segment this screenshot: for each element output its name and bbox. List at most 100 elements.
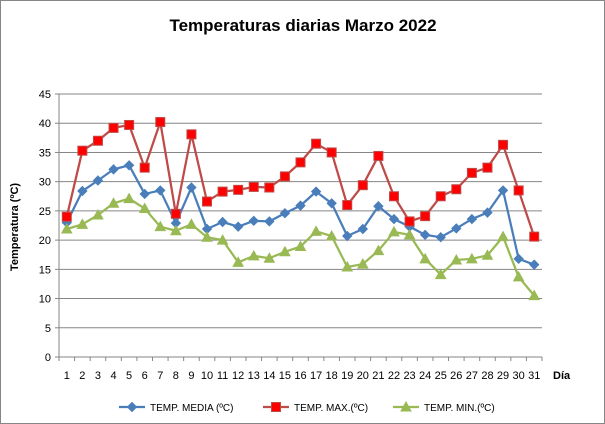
legend-item: TEMP. MIN.(ºC) [393, 400, 495, 414]
legend-label: TEMP. MEDIA (ºC) [150, 403, 233, 414]
data-point [513, 185, 524, 196]
x-tick-label: 17 [310, 370, 322, 382]
data-point [264, 216, 275, 227]
data-point [92, 175, 104, 186]
data-point [497, 230, 509, 242]
x-tick-label: 26 [450, 370, 462, 382]
data-point [217, 186, 228, 197]
data-point [357, 180, 368, 191]
data-point [123, 160, 135, 171]
data-point [342, 230, 353, 242]
series-2 [61, 117, 540, 242]
data-point [279, 171, 290, 182]
data-point [372, 244, 385, 256]
data-point [248, 181, 259, 192]
data-point [279, 208, 291, 219]
data-point [279, 245, 291, 257]
x-tick-label: 1 [64, 370, 70, 382]
x-tick-label: 18 [326, 370, 338, 382]
y-tick-label: 45 [39, 89, 51, 101]
x-tick-label: 28 [481, 370, 493, 382]
data-point [482, 162, 493, 173]
data-point [154, 220, 167, 232]
data-point [107, 197, 120, 208]
legend-item: TEMP. MAX.(ºC) [263, 402, 368, 414]
data-point [77, 145, 88, 156]
x-tick-label: 5 [126, 370, 132, 382]
data-point [419, 229, 431, 241]
y-tick-label: 25 [39, 206, 51, 218]
chart-title: Temperaturas diarias Marzo 2022 [169, 16, 436, 35]
data-point [529, 259, 540, 270]
x-tick-label: 19 [341, 370, 353, 382]
data-point [295, 200, 306, 211]
data-point [217, 216, 228, 228]
data-point [482, 207, 493, 218]
data-point [403, 228, 416, 240]
data-point [451, 223, 462, 234]
data-point [232, 256, 245, 267]
x-tick-label: 13 [248, 370, 260, 382]
data-point [155, 117, 166, 128]
data-point [435, 191, 446, 202]
data-point [155, 185, 166, 196]
y-tick-label: 0 [45, 352, 51, 364]
x-tick-label: 6 [142, 370, 148, 382]
data-point [388, 213, 400, 225]
data-point [373, 150, 384, 161]
data-point [263, 252, 276, 263]
data-point [420, 211, 431, 222]
data-point [108, 122, 119, 133]
data-point [139, 188, 150, 200]
legend-marker [271, 402, 281, 412]
data-point [185, 218, 198, 229]
data-point [498, 139, 509, 150]
data-point [232, 221, 244, 232]
data-point [388, 191, 399, 202]
x-tick-label: 3 [95, 370, 101, 382]
data-point [76, 218, 89, 229]
data-point [341, 260, 354, 272]
data-point [216, 234, 229, 245]
x-tick-label: 25 [435, 370, 447, 382]
x-tick-label: 23 [403, 370, 415, 382]
data-point [108, 164, 119, 175]
data-point [342, 200, 353, 211]
data-point [92, 135, 103, 146]
y-tick-label: 20 [39, 235, 51, 247]
data-point [404, 216, 415, 227]
data-point [186, 129, 197, 140]
legend-label: TEMP. MIN.(ºC) [424, 403, 495, 414]
legend-item: TEMP. MEDIA (ºC) [119, 401, 233, 414]
data-point [528, 289, 541, 301]
data-point [326, 147, 337, 158]
data-point [466, 252, 478, 264]
data-point [356, 258, 369, 269]
data-point [170, 208, 181, 219]
series-3 [60, 192, 541, 301]
data-point [357, 223, 369, 235]
data-point [247, 249, 260, 261]
data-point [201, 231, 213, 242]
x-tick-label: 15 [279, 370, 291, 382]
data-point [123, 192, 135, 204]
y-axis-title: Temperatura (ºC) [9, 183, 21, 271]
x-tick-label: 21 [372, 370, 384, 382]
data-point [326, 198, 337, 209]
x-tick-label: 27 [466, 370, 478, 382]
data-point [435, 231, 446, 243]
x-tick-label: 16 [294, 370, 306, 382]
data-point [434, 268, 447, 280]
x-tick-label: 4 [110, 370, 116, 382]
data-point [60, 222, 73, 234]
y-tick-label: 30 [39, 177, 51, 189]
x-tick-label: 11 [217, 370, 228, 382]
data-point [138, 202, 151, 214]
data-point [202, 196, 213, 207]
data-point [388, 225, 400, 237]
legend-marker [126, 401, 138, 413]
data-point [513, 253, 524, 265]
